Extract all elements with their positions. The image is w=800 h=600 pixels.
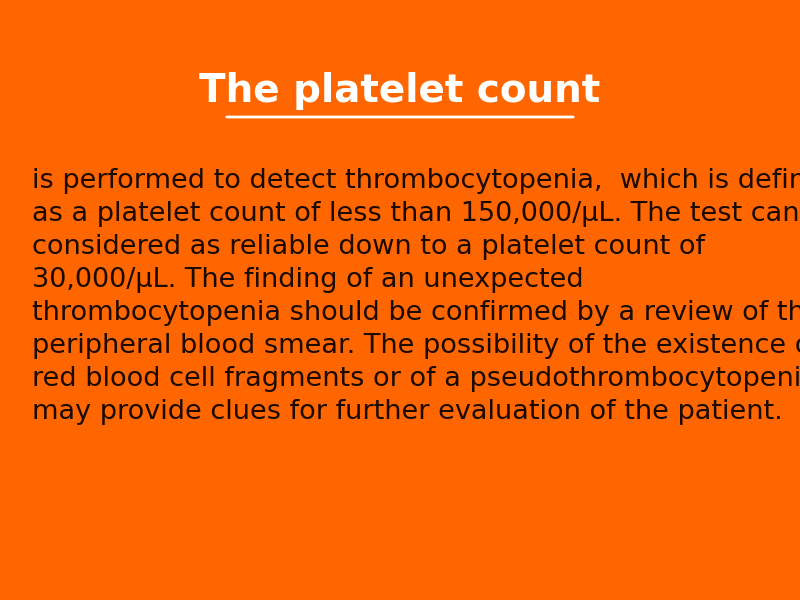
Text: is performed to detect thrombocytopenia,  which is defined
as a platelet count o: is performed to detect thrombocytopenia,… [32, 168, 800, 425]
Text: The platelet count: The platelet count [199, 72, 601, 110]
